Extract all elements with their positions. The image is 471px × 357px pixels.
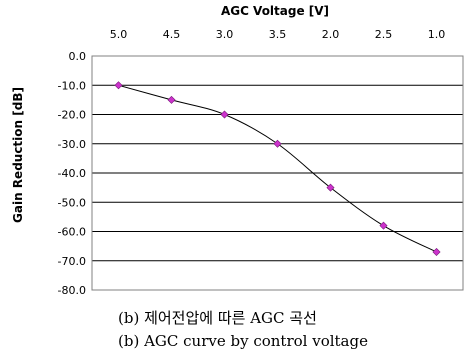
x-tick-label: 3.5	[269, 28, 287, 41]
x-tick-label: 1.0	[428, 28, 446, 41]
y-tick-labels: 0.0 -10.0 -20.0 -30.0 -40.0 -50.0 -60.0 -70.0 -8…	[58, 50, 86, 297]
plot-frame	[91, 55, 464, 291]
caption-english: (b) AGC curve by control voltage	[118, 332, 368, 350]
x-tick-label: 2.5	[375, 28, 393, 41]
data-point	[379, 221, 388, 230]
agc-chart: 0.0 -10.0 -20.0 -30.0 -40.0 -50.0 -60.0 -70.0 -8…	[11, 4, 464, 297]
x-tick-label: 4.5	[163, 28, 181, 41]
caption-korean: (b) 제어전압에 따른 AGC 곡선	[118, 309, 317, 327]
y-tick-label: -70.0	[58, 255, 86, 268]
y-tick-label: -50.0	[58, 196, 86, 209]
y-tick-label: -80.0	[58, 284, 86, 297]
y-tick-label: -20.0	[58, 109, 86, 122]
y-tick-label: -10.0	[58, 79, 86, 92]
data-point	[220, 110, 229, 119]
x-tick-label: 2.0	[322, 28, 340, 41]
y-tick-label: 0.0	[69, 50, 87, 63]
data-point	[273, 139, 282, 148]
y-tick-label: -40.0	[58, 167, 86, 180]
x-axis-title: AGC Voltage [V]	[221, 4, 329, 18]
grid-lines	[91, 55, 464, 291]
x-tick-label: 3.0	[216, 28, 234, 41]
data-point	[167, 95, 176, 104]
y-axis-title: Gain Reduction [dB]	[11, 87, 25, 223]
series-line	[118, 84, 437, 253]
y-tick-label: -30.0	[58, 138, 86, 151]
data-point	[326, 183, 335, 192]
x-tick-labels: 5.0 4.5 3.0 3.5 2.0 2.5 1.0	[110, 28, 446, 41]
y-tick-label: -60.0	[58, 226, 86, 239]
x-tick-label: 5.0	[110, 28, 128, 41]
series-gain-reduction	[114, 81, 441, 256]
data-point	[432, 247, 441, 256]
data-point	[114, 81, 123, 90]
